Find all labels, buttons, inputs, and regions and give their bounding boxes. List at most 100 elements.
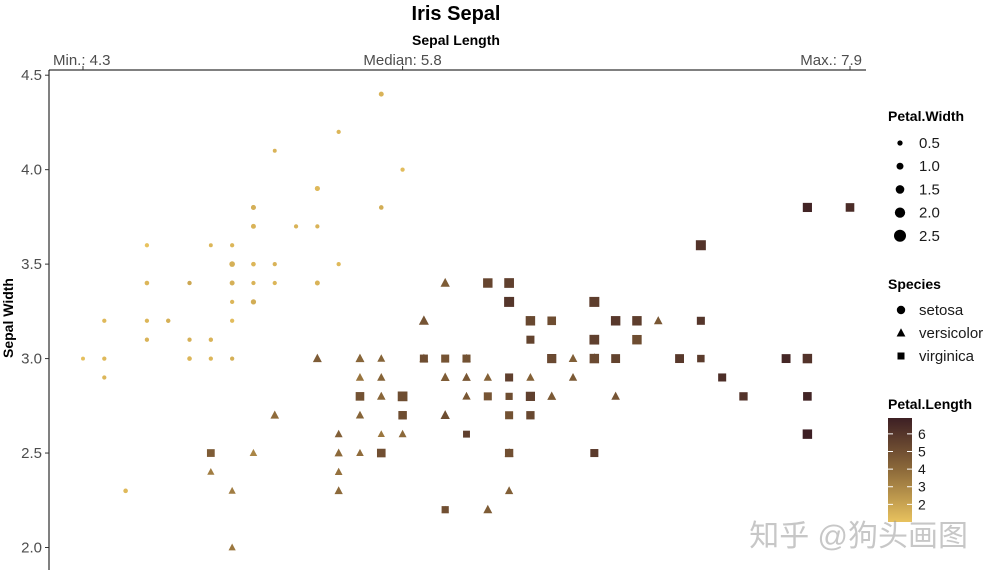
point-virginica — [397, 391, 408, 402]
point-virginica — [419, 354, 428, 363]
point-versicolor — [504, 486, 514, 495]
point-setosa — [230, 318, 235, 323]
point-virginica — [589, 334, 600, 345]
point-virginica — [525, 316, 536, 326]
point-setosa — [208, 356, 213, 361]
point-virginica — [526, 335, 535, 344]
point-virginica — [504, 448, 514, 458]
point-setosa — [102, 356, 107, 361]
point-setosa — [251, 205, 256, 210]
point-virginica — [526, 411, 535, 420]
point-setosa — [187, 356, 192, 361]
point-setosa — [230, 356, 235, 361]
point-setosa — [123, 488, 128, 494]
point-setosa — [144, 280, 150, 286]
x-tick-label: Max.: 7.9 — [800, 52, 862, 69]
point-virginica — [505, 392, 513, 400]
legend-title-petal-width: Petal.Width — [888, 108, 964, 124]
point-versicolor — [440, 372, 450, 382]
y-tick-label: 3.0 — [21, 351, 42, 368]
point-virginica — [718, 373, 727, 382]
point-versicolor — [462, 392, 471, 400]
point-versicolor — [312, 353, 322, 363]
point-setosa — [293, 224, 299, 229]
legend-petal-length: Petal.Length 23 4 56 — [888, 396, 972, 522]
point-virginica — [610, 316, 621, 326]
y-tick-label: 4.0 — [21, 162, 42, 179]
data-points — [81, 91, 855, 551]
point-virginica — [695, 240, 706, 251]
legend-shape-circle-icon — [896, 305, 906, 315]
legend-size-key — [894, 207, 906, 218]
point-virginica — [355, 392, 365, 401]
point-setosa — [272, 148, 277, 153]
point-virginica — [463, 430, 470, 438]
point-virginica — [802, 429, 813, 439]
legend-size-label: 2.5 — [919, 228, 940, 245]
x-tick-label: Median: 5.8 — [363, 52, 441, 69]
point-setosa — [250, 223, 256, 229]
legend-size-key — [895, 185, 905, 194]
point-setosa — [144, 318, 150, 323]
point-virginica — [803, 392, 812, 401]
point-setosa — [230, 243, 235, 248]
point-versicolor — [377, 391, 386, 400]
point-virginica — [398, 411, 407, 420]
legend-size-label: 1.0 — [919, 158, 940, 175]
point-virginica — [589, 353, 600, 364]
point-setosa — [251, 261, 256, 267]
legend-size-key — [897, 140, 903, 146]
point-versicolor — [228, 486, 236, 494]
point-setosa — [378, 91, 384, 97]
point-setosa — [336, 129, 341, 135]
point-virginica — [802, 353, 813, 364]
colorbar-tick-label: 6 — [918, 426, 926, 442]
point-virginica — [547, 354, 557, 363]
point-setosa — [314, 280, 320, 286]
point-virginica — [697, 354, 705, 363]
x-tick-label: Min.: 4.3 — [53, 52, 111, 69]
point-setosa — [229, 280, 235, 286]
point-versicolor — [483, 504, 493, 514]
legend-shape-triangle-icon — [896, 328, 906, 337]
point-versicolor — [355, 410, 365, 419]
point-virginica — [739, 392, 748, 401]
legend-size-key — [896, 162, 904, 170]
legend-size-label: 2.0 — [919, 205, 940, 222]
point-versicolor — [270, 410, 280, 419]
point-virginica — [781, 354, 791, 364]
point-setosa — [81, 356, 85, 361]
point-virginica — [376, 448, 386, 458]
point-setosa — [250, 299, 257, 305]
legend-species-label: versicolor — [919, 325, 983, 342]
legend-species-label: virginica — [919, 348, 975, 365]
point-versicolor — [568, 372, 578, 381]
point-setosa — [187, 337, 192, 342]
point-virginica — [675, 354, 684, 364]
legend-size-label: 1.5 — [919, 181, 940, 198]
point-setosa — [378, 205, 384, 210]
legend-species-label: setosa — [919, 302, 964, 319]
point-setosa — [400, 167, 405, 172]
point-versicolor — [653, 316, 663, 325]
point-virginica — [483, 392, 492, 401]
point-setosa — [272, 261, 277, 267]
point-versicolor — [547, 391, 557, 400]
point-versicolor — [249, 448, 258, 457]
point-virginica — [504, 278, 514, 288]
point-versicolor — [526, 372, 535, 381]
point-virginica — [441, 506, 449, 514]
point-setosa — [314, 186, 320, 192]
point-setosa — [102, 375, 107, 380]
point-setosa — [187, 280, 192, 286]
point-virginica — [632, 334, 642, 345]
point-versicolor — [355, 372, 365, 381]
legend-size-key — [894, 229, 906, 242]
point-versicolor — [377, 372, 386, 381]
chart-title: Iris Sepal — [412, 3, 501, 25]
point-virginica — [483, 278, 493, 288]
point-setosa — [208, 337, 213, 342]
point-versicolor — [334, 486, 343, 495]
point-setosa — [251, 280, 256, 286]
